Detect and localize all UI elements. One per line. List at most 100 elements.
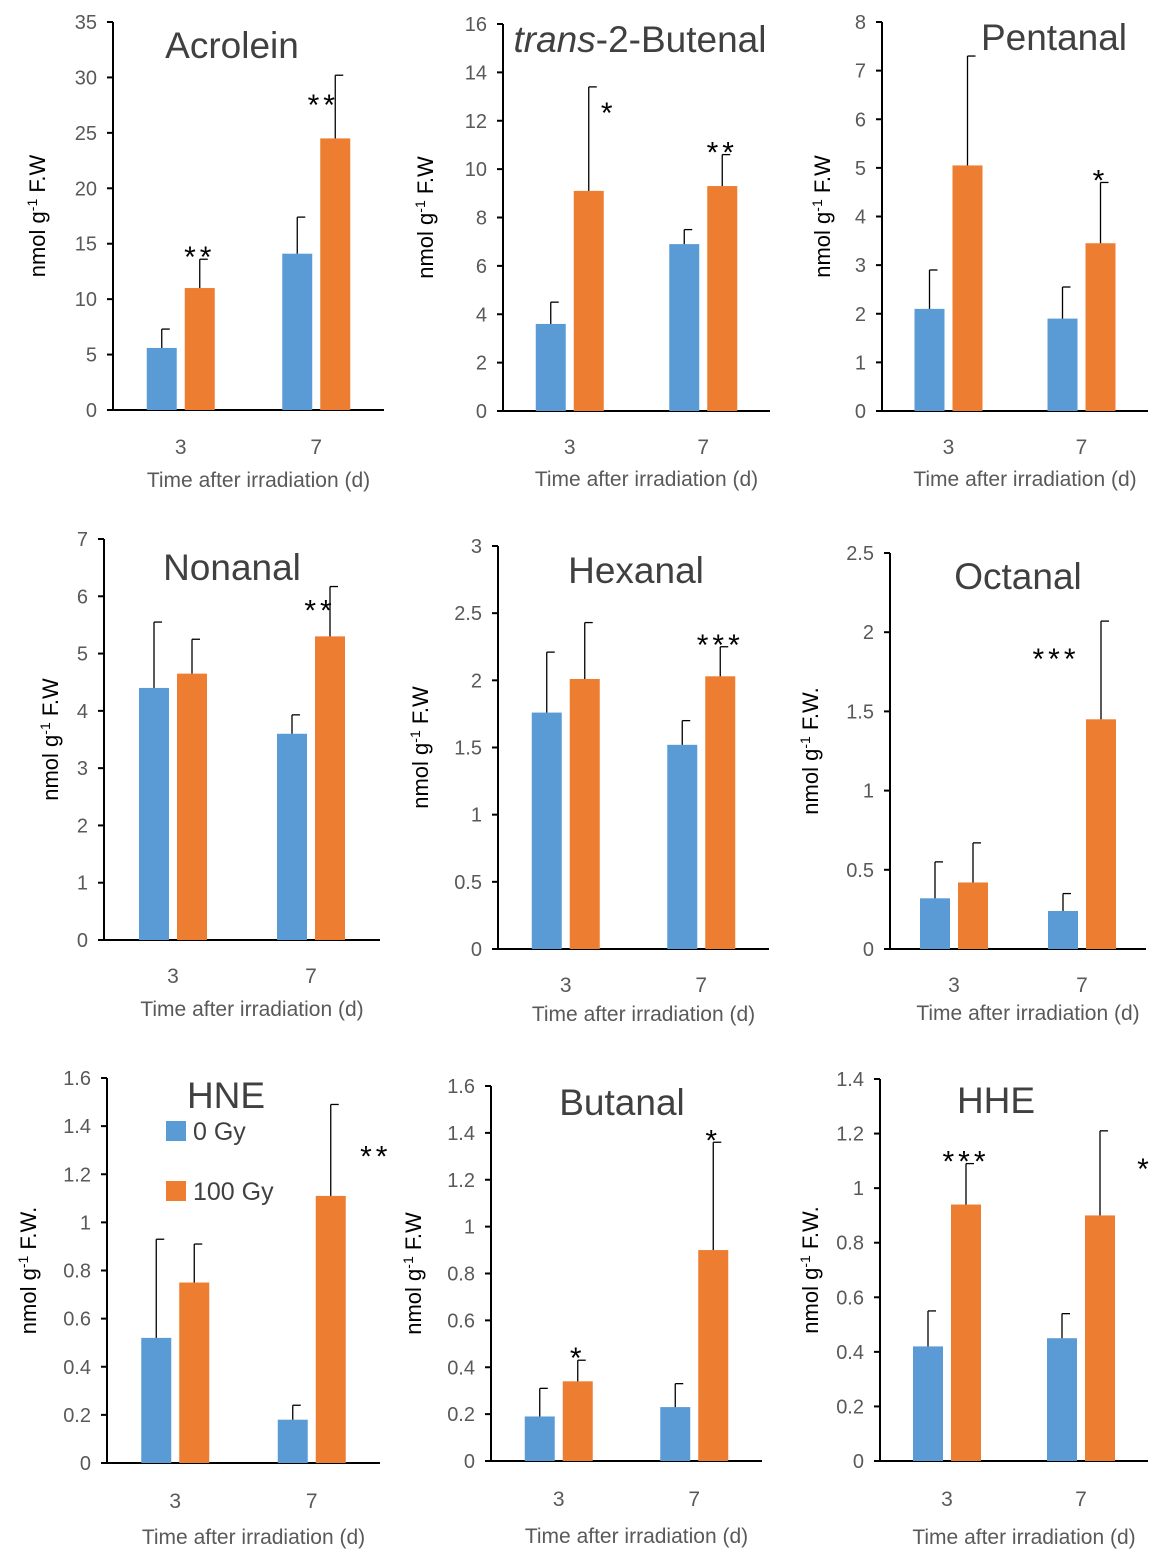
significance-label: * xyxy=(1137,1153,1153,1186)
y-axis-title: nmol g-1 F.W xyxy=(407,686,433,809)
y-axis-title-exponent: -1 xyxy=(412,200,428,213)
x-axis-title: Time after irradiation (d) xyxy=(532,1003,755,1026)
legend-label: 100 Gy xyxy=(193,1178,274,1206)
bar-100gy-day3 xyxy=(952,165,983,411)
x-axis-title: Time after irradiation (d) xyxy=(142,1526,365,1549)
x-axis-title: Time after irradiation (d) xyxy=(916,1002,1139,1025)
y-axis-title-exponent: -1 xyxy=(24,199,40,212)
y-tick-label: 1.2 xyxy=(63,1164,91,1186)
y-tick-label: 30 xyxy=(75,67,97,89)
bar-0gy-day3 xyxy=(139,687,169,940)
x-category-label: 3 xyxy=(564,436,576,459)
y-tick-label: 3 xyxy=(471,536,482,558)
y-tick-label: 0 xyxy=(471,939,482,961)
y-axis-title: nmol g-1 F.W xyxy=(400,1212,426,1335)
x-category-label: 7 xyxy=(697,436,709,459)
x-category-label: 7 xyxy=(1076,974,1088,997)
y-tick-label: 5 xyxy=(77,644,88,666)
bar-0gy-day3 xyxy=(913,1346,943,1461)
x-axis-title: Time after irradiation (d) xyxy=(913,468,1136,491)
y-tick-label: 0 xyxy=(853,1451,864,1473)
x-axis-title: Time after irradiation (d) xyxy=(147,469,370,492)
x-category-label: 7 xyxy=(1075,1488,1087,1511)
y-tick-label: 2 xyxy=(471,670,482,692)
bar-100gy-day7 xyxy=(698,1250,729,1461)
y-tick-label: 1.6 xyxy=(63,1068,91,1090)
bar-0gy-day3 xyxy=(920,898,950,949)
y-tick-label: 6 xyxy=(77,586,88,608)
y-tick-label: 2.5 xyxy=(454,603,482,625)
chart-title: HHE xyxy=(957,1080,1035,1121)
chart-panel-6: 0 0.5 1 1.5 2 2.5 *** 3 7 Time after irradiation … xyxy=(797,543,1146,1025)
y-tick-label: 7 xyxy=(855,61,866,83)
y-tick-label: 16 xyxy=(465,14,487,36)
y-axis-title: nmol g-1 F.W xyxy=(24,155,50,278)
y-axis-title-exponent: -1 xyxy=(400,1256,416,1269)
x-category-label: 3 xyxy=(943,436,955,459)
bar-0gy-day7 xyxy=(667,744,698,949)
chart-title: Butanal xyxy=(559,1082,685,1123)
y-tick-label: 2 xyxy=(77,815,88,837)
y-tick-label: 0.8 xyxy=(447,1264,475,1286)
x-category-label: 7 xyxy=(1076,436,1088,459)
bar-100gy-day7 xyxy=(1086,719,1116,949)
y-tick-label: 0.6 xyxy=(836,1287,864,1309)
y-tick-label: 6 xyxy=(476,256,487,278)
y-axis-title-part: nmol g xyxy=(16,1268,41,1334)
bar-100gy-day7 xyxy=(315,636,345,940)
bar-0gy-day7 xyxy=(1047,1338,1077,1461)
legend-swatch xyxy=(166,1121,186,1141)
y-tick-label: 0.8 xyxy=(63,1261,91,1283)
bar-100gy-day3 xyxy=(958,882,988,949)
bar-100gy-day7 xyxy=(705,676,736,949)
y-tick-label: 1.2 xyxy=(836,1124,864,1146)
y-tick-label: 8 xyxy=(855,12,866,34)
y-tick-label: 3 xyxy=(77,758,88,780)
y-tick-label: 1.4 xyxy=(836,1069,864,1091)
bar-0gy-day7 xyxy=(277,733,307,940)
bar-100gy-day7 xyxy=(707,186,738,411)
y-tick-label: 0.4 xyxy=(63,1357,91,1379)
y-tick-label: 0.4 xyxy=(836,1342,864,1364)
x-category-label: 3 xyxy=(167,965,179,988)
x-axis-title: Time after irradiation (d) xyxy=(525,1525,748,1548)
y-axis-title-exponent: -1 xyxy=(809,199,825,212)
x-category-label: 7 xyxy=(688,1488,700,1511)
chart-title: Octanal xyxy=(954,556,1082,597)
y-tick-label: 14 xyxy=(465,62,487,84)
y-tick-label: 10 xyxy=(75,289,97,311)
chart-title: Acrolein xyxy=(165,25,299,66)
y-tick-label: 1 xyxy=(77,873,88,895)
significance-label: *** xyxy=(697,629,744,662)
y-tick-label: 6 xyxy=(855,109,866,131)
x-category-label: 3 xyxy=(169,1490,181,1513)
y-axis-title-part: F.W xyxy=(25,155,50,199)
y-tick-label: 1 xyxy=(863,781,874,803)
chart-panel-3: 0 1 2 3 4 5 6 7 8 * 3 7 Time after irradiation (d) nm… xyxy=(809,12,1148,491)
significance-label: * xyxy=(705,1124,721,1157)
x-axis-title: Time after irradiation (d) xyxy=(912,1526,1135,1549)
bar-0gy-day7 xyxy=(277,1419,308,1463)
y-tick-label: 4 xyxy=(855,207,866,229)
chart-panel-7: 0 0.2 0.4 0.6 0.8 1 1.2 1.4 1.6 ** 3 7 Time after ir… xyxy=(15,1068,387,1549)
y-tick-label: 0 xyxy=(464,1451,475,1473)
bar-0gy-day7 xyxy=(1048,910,1078,949)
legend-swatch xyxy=(166,1181,186,1201)
y-tick-label: 0.8 xyxy=(836,1233,864,1255)
chart-title: trans-2-Butenal xyxy=(514,19,767,60)
y-tick-label: 4 xyxy=(77,701,88,723)
y-tick-label: 1.5 xyxy=(846,701,874,723)
x-category-label: 7 xyxy=(695,974,707,997)
y-tick-label: 2.5 xyxy=(846,543,874,565)
y-axis-title-part: F.W xyxy=(413,156,438,200)
y-tick-label: 0.2 xyxy=(836,1396,864,1418)
chart-title: HNE xyxy=(187,1075,265,1116)
bar-0gy-day3 xyxy=(531,712,562,949)
y-tick-label: 0 xyxy=(476,401,487,423)
bar-100gy-day3 xyxy=(177,673,207,940)
significance-label: ** xyxy=(707,137,738,170)
x-axis-title: Time after irradiation (d) xyxy=(140,998,363,1021)
y-tick-label: 2 xyxy=(855,304,866,326)
y-axis-title-part: F.W xyxy=(810,155,835,199)
